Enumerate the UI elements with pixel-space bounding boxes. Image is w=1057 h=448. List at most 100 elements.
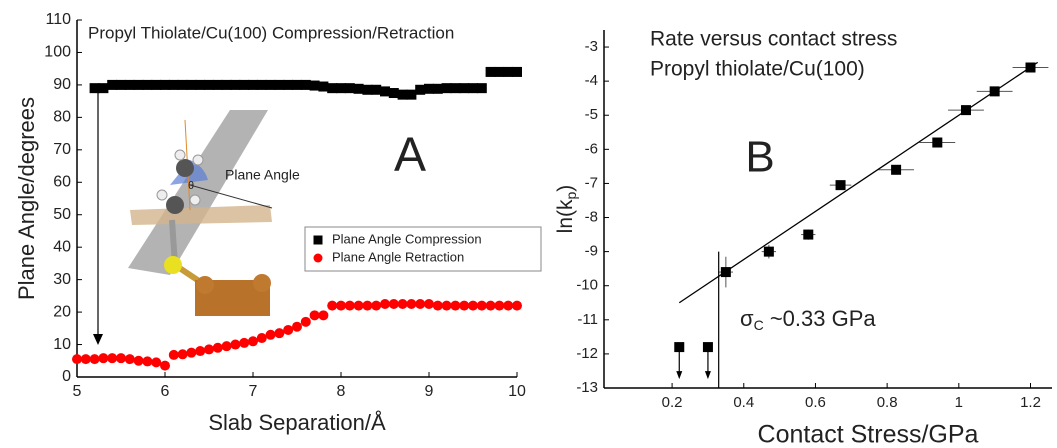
data-point <box>221 341 232 352</box>
y-tick-label: 50 <box>53 206 71 223</box>
data-point <box>142 356 153 367</box>
y-tick-label: 100 <box>44 44 71 61</box>
x-tick-label: 10 <box>508 383 526 400</box>
data-point <box>763 246 774 257</box>
data-point <box>160 79 170 90</box>
chart-title: Propyl Thiolate/Cu(100) Compression/Retr… <box>88 23 454 42</box>
y-tick-label: -13 <box>576 379 598 396</box>
data-point <box>494 66 505 77</box>
y-tick-label: -3 <box>585 38 598 55</box>
annotation: σC ~0.33 GPa <box>740 306 876 333</box>
data-point <box>274 79 285 90</box>
data-point <box>406 298 417 309</box>
data-point <box>424 298 434 309</box>
y-axis-label: ln(kp) <box>554 185 579 234</box>
legend-label: Plane Angle Compression <box>332 231 482 246</box>
data-point <box>239 79 250 90</box>
chart-title: Rate versus contact stress <box>650 28 897 51</box>
data-point <box>292 79 302 90</box>
y-tick-label: 10 <box>53 336 71 353</box>
y-tick-label: 110 <box>45 11 71 28</box>
data-point <box>142 79 153 90</box>
data-point <box>186 347 197 358</box>
x-tick-label: 8 <box>337 383 346 400</box>
x-tick-label: 0.8 <box>877 394 898 411</box>
y-tick-label: -10 <box>576 277 598 294</box>
data-point <box>177 349 188 360</box>
data-point <box>441 83 452 94</box>
data-point <box>116 79 126 90</box>
annotation-subscript: C <box>754 317 764 333</box>
y-tick-label: 80 <box>53 109 71 126</box>
data-point <box>186 79 197 90</box>
y-tick-label: -6 <box>585 140 598 157</box>
data-point <box>485 300 496 311</box>
data-point <box>353 83 364 94</box>
data-point <box>221 79 232 90</box>
upper-limit-arrowhead <box>704 371 711 380</box>
data-point <box>204 344 214 355</box>
panel-label: B <box>745 133 774 182</box>
data-point <box>459 300 470 311</box>
data-point <box>195 346 206 357</box>
data-point <box>450 83 461 94</box>
fit-line <box>678 61 1039 304</box>
panel-label: A <box>394 129 426 182</box>
y-tick-label: 90 <box>53 76 71 93</box>
data-point <box>380 298 390 309</box>
data-point <box>485 66 496 77</box>
data-point <box>160 360 170 371</box>
data-point <box>344 83 355 94</box>
data-point <box>300 316 311 327</box>
data-point <box>98 353 109 364</box>
inset-illustration <box>128 110 273 316</box>
annotation-text: ~0.33 GPa <box>764 306 877 331</box>
x-tick-label: 5 <box>73 383 82 400</box>
data-point <box>107 353 118 364</box>
data-point <box>248 79 258 90</box>
x-tick-label: 9 <box>425 383 434 400</box>
x-tick-label: 0.6 <box>805 394 826 411</box>
data-point <box>336 83 346 94</box>
data-point <box>459 83 470 94</box>
data-point <box>318 310 329 321</box>
data-point <box>503 300 514 311</box>
data-point <box>72 354 82 365</box>
x-tick-label: 0.4 <box>733 394 754 411</box>
data-point <box>406 89 417 100</box>
data-point <box>151 79 162 90</box>
data-point <box>256 79 267 90</box>
data-point <box>344 300 355 311</box>
legend-marker <box>313 235 323 245</box>
data-point <box>702 342 713 353</box>
data-point <box>89 354 100 365</box>
x-tick-label: 7 <box>249 383 258 400</box>
data-point <box>212 342 223 353</box>
x-tick-label: 6 <box>161 383 170 400</box>
data-point <box>107 79 118 90</box>
data-point <box>133 79 144 90</box>
data-point <box>432 300 443 311</box>
data-point <box>239 337 250 348</box>
data-point <box>292 321 302 332</box>
data-point <box>336 300 346 311</box>
data-point <box>204 79 214 90</box>
data-point <box>89 83 100 94</box>
data-point <box>450 300 461 311</box>
data-point <box>415 298 426 309</box>
data-point <box>371 300 382 311</box>
y-tick-label: -8 <box>585 208 598 225</box>
data-point <box>494 300 505 311</box>
data-point <box>116 353 126 364</box>
x-axis-label: Contact Stress/GPa <box>758 421 979 448</box>
x-tick-label: 0.2 <box>662 394 683 411</box>
data-point <box>441 300 452 311</box>
annotation-symbol: σ <box>740 306 754 331</box>
y-tick-label: -9 <box>585 243 598 260</box>
inset-label: θ <box>188 180 194 192</box>
data-point <box>230 79 241 90</box>
data-point <box>362 84 373 95</box>
data-point <box>248 336 258 347</box>
data-point <box>256 333 267 344</box>
